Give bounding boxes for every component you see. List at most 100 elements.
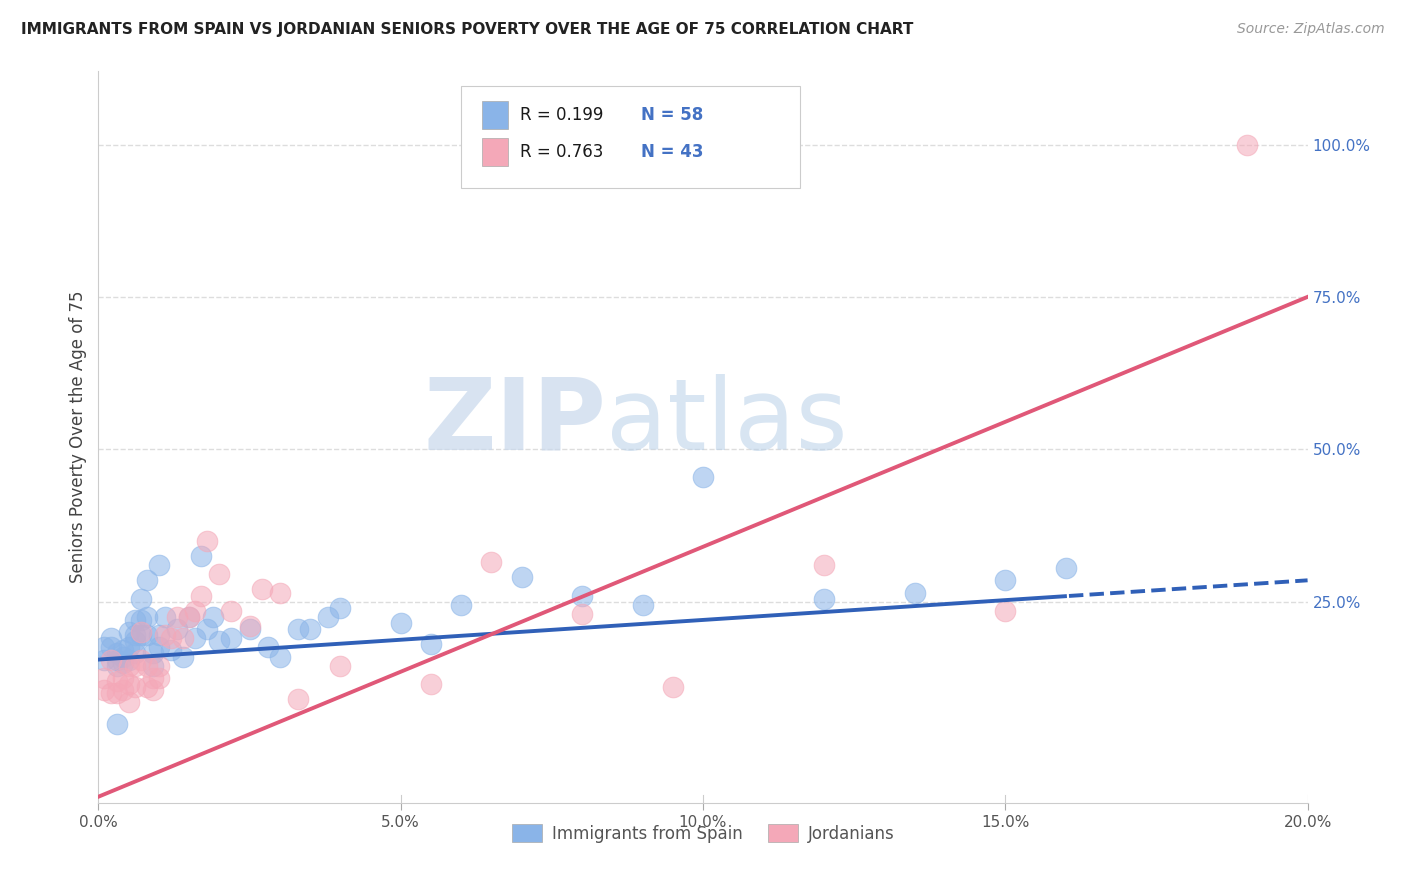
- Point: [111, 671, 134, 685]
- Legend: Immigrants from Spain, Jordanians: Immigrants from Spain, Jordanians: [505, 818, 901, 849]
- Point: [221, 632, 243, 646]
- Point: [239, 619, 262, 633]
- Point: [135, 610, 157, 624]
- Point: [111, 649, 134, 664]
- Point: [148, 558, 170, 573]
- Point: [184, 604, 207, 618]
- Point: [160, 632, 183, 646]
- Point: [450, 598, 472, 612]
- Point: [129, 625, 152, 640]
- Point: [142, 671, 165, 685]
- Text: R = 0.199: R = 0.199: [520, 106, 603, 124]
- Text: N = 58: N = 58: [641, 106, 703, 124]
- Point: [129, 591, 152, 606]
- Point: [118, 677, 141, 691]
- Point: [1236, 137, 1258, 152]
- Point: [813, 591, 835, 606]
- Point: [329, 600, 352, 615]
- Point: [420, 677, 443, 691]
- Point: [135, 680, 157, 694]
- Point: [153, 610, 176, 624]
- Point: [166, 610, 188, 624]
- Point: [93, 683, 115, 698]
- Point: [208, 567, 231, 582]
- Point: [142, 647, 165, 661]
- Point: [105, 658, 128, 673]
- Point: [100, 652, 122, 666]
- Point: [287, 622, 309, 636]
- Point: [190, 589, 212, 603]
- Point: [269, 649, 291, 664]
- Point: [135, 574, 157, 588]
- Text: N = 43: N = 43: [641, 143, 704, 161]
- Point: [190, 549, 212, 563]
- Point: [329, 658, 352, 673]
- Point: [1054, 561, 1077, 575]
- Point: [994, 574, 1017, 588]
- Text: Source: ZipAtlas.com: Source: ZipAtlas.com: [1237, 22, 1385, 37]
- FancyBboxPatch shape: [482, 102, 509, 129]
- Point: [93, 671, 115, 685]
- Point: [93, 640, 115, 655]
- Point: [105, 652, 128, 666]
- Point: [184, 632, 207, 646]
- FancyBboxPatch shape: [482, 138, 509, 166]
- Point: [148, 628, 170, 642]
- Point: [813, 558, 835, 573]
- Point: [124, 613, 146, 627]
- Point: [100, 640, 122, 655]
- Point: [195, 533, 218, 548]
- Point: [481, 555, 503, 569]
- Point: [221, 604, 243, 618]
- Point: [631, 598, 654, 612]
- Point: [129, 613, 152, 627]
- Point: [129, 652, 152, 666]
- Point: [692, 469, 714, 483]
- Point: [202, 610, 225, 624]
- Y-axis label: Seniors Poverty Over the Age of 75: Seniors Poverty Over the Age of 75: [69, 291, 87, 583]
- Point: [124, 658, 146, 673]
- Point: [105, 673, 128, 688]
- Point: [100, 686, 122, 700]
- Point: [111, 656, 134, 670]
- Point: [571, 589, 593, 603]
- Point: [389, 615, 412, 630]
- Point: [118, 652, 141, 666]
- Point: [510, 570, 533, 584]
- Point: [904, 585, 927, 599]
- Point: [208, 634, 231, 648]
- Point: [142, 683, 165, 698]
- Point: [179, 610, 201, 624]
- Point: [124, 634, 146, 648]
- Point: [172, 649, 194, 664]
- Point: [118, 640, 141, 655]
- Point: [129, 628, 152, 642]
- Point: [124, 680, 146, 694]
- Text: IMMIGRANTS FROM SPAIN VS JORDANIAN SENIORS POVERTY OVER THE AGE OF 75 CORRELATIO: IMMIGRANTS FROM SPAIN VS JORDANIAN SENIO…: [21, 22, 914, 37]
- Point: [124, 628, 146, 642]
- Text: atlas: atlas: [606, 374, 848, 471]
- Point: [142, 658, 165, 673]
- Point: [661, 680, 683, 694]
- Point: [571, 607, 593, 621]
- Text: ZIP: ZIP: [423, 374, 606, 471]
- Point: [195, 622, 218, 636]
- Point: [148, 658, 170, 673]
- Point: [105, 686, 128, 700]
- Point: [118, 695, 141, 709]
- Point: [105, 716, 128, 731]
- Point: [118, 625, 141, 640]
- Point: [105, 647, 128, 661]
- Point: [269, 585, 291, 599]
- Point: [160, 643, 183, 657]
- Point: [994, 604, 1017, 618]
- Text: R = 0.763: R = 0.763: [520, 143, 603, 161]
- Point: [124, 647, 146, 661]
- Point: [287, 692, 309, 706]
- Point: [250, 582, 273, 597]
- Point: [256, 640, 278, 655]
- Point: [135, 628, 157, 642]
- Point: [148, 640, 170, 655]
- Point: [118, 658, 141, 673]
- Point: [111, 683, 134, 698]
